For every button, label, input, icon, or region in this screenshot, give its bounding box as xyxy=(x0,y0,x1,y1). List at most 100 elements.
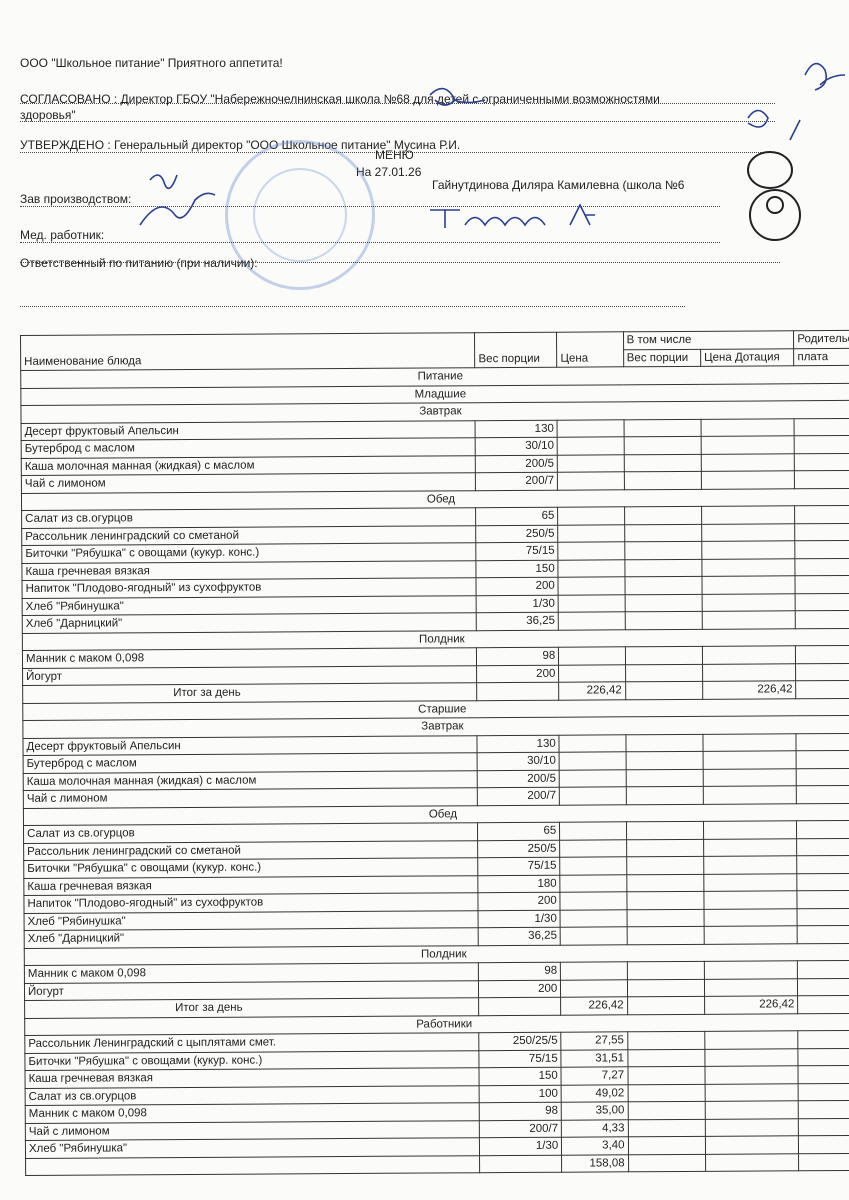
responsible-label: Ответственный по питанию (при наличии): xyxy=(20,256,258,270)
parent-fee xyxy=(798,1117,849,1136)
portion-weight: 200/7 xyxy=(479,1119,562,1138)
inc-weight xyxy=(624,541,702,560)
approved-line: УТВЕРЖДЕНО : Генеральный директор "ООО Ш… xyxy=(20,138,461,152)
header-including: В том числе xyxy=(623,330,794,350)
inc-weight xyxy=(628,1136,706,1155)
price xyxy=(557,436,624,455)
portion-weight: 75/15 xyxy=(479,1049,562,1068)
production-label: Зав производством: xyxy=(20,192,132,206)
parent-fee xyxy=(796,820,849,839)
parent-fee xyxy=(797,855,849,874)
header-inc-price: Цена Дотация xyxy=(700,348,795,367)
subsidy-price xyxy=(703,908,798,927)
total-row: 158,08 xyxy=(25,1152,849,1176)
price xyxy=(560,909,627,928)
parent-fee xyxy=(796,750,849,769)
signature-medic xyxy=(430,203,595,228)
subsidy-price xyxy=(703,890,798,909)
parent-fee xyxy=(797,890,849,909)
portion-weight: 1/30 xyxy=(476,594,559,613)
header-parent: Родительс xyxy=(793,330,849,349)
price: 27,55 xyxy=(561,1031,628,1050)
parent-fee xyxy=(795,645,849,664)
portion-weight xyxy=(476,682,560,701)
price: 4,33 xyxy=(561,1119,629,1138)
parent-fee xyxy=(797,907,849,926)
header-inc-weight: Вес порции xyxy=(623,348,701,367)
price xyxy=(557,419,624,438)
portion-weight: 75/15 xyxy=(478,857,561,876)
parent-fee xyxy=(795,592,849,611)
subsidy-price xyxy=(701,453,795,472)
parent-fee xyxy=(797,960,849,979)
price xyxy=(558,576,625,595)
menu-title: МЕНЮ xyxy=(375,148,414,162)
price xyxy=(557,524,625,543)
inc-weight xyxy=(627,996,705,1015)
subsidy-price: 226,42 xyxy=(704,995,798,1014)
price xyxy=(558,559,625,578)
subsidy-price xyxy=(701,470,795,489)
subsidy-price xyxy=(701,540,796,559)
dish-name xyxy=(25,1155,480,1176)
price: 226,42 xyxy=(558,681,626,700)
portion-weight: 1/30 xyxy=(479,1137,562,1156)
subsidy-price xyxy=(703,820,797,839)
inc-weight xyxy=(626,821,704,840)
portion-weight: 30/10 xyxy=(475,437,558,456)
subsidy-price xyxy=(703,873,798,892)
parent-fee xyxy=(797,977,849,996)
parent-fee xyxy=(794,452,849,471)
production-name: Гайнутдинова Диляра Камилевна (школа №6 xyxy=(432,178,685,192)
inc-weight xyxy=(624,523,702,542)
subsidy-price xyxy=(702,750,797,769)
inc-weight xyxy=(625,733,703,752)
inc-weight xyxy=(627,1031,705,1050)
company-line: ООО "Школьное питание" Приятного аппетит… xyxy=(20,56,283,70)
price xyxy=(558,611,625,630)
inc-weight xyxy=(625,786,704,805)
subsidy-price xyxy=(703,785,797,804)
parent-fee xyxy=(794,417,849,436)
portion-weight: 98 xyxy=(479,1102,562,1121)
menu-table: Наименование блюда Вес порции Цена В том… xyxy=(20,330,849,1176)
subsidy-price xyxy=(703,838,798,857)
parent-fee xyxy=(798,1135,849,1154)
subsidy-price xyxy=(703,768,797,787)
price xyxy=(558,664,626,683)
price xyxy=(559,751,626,770)
signature-right xyxy=(747,62,846,141)
parent-fee xyxy=(798,1100,849,1119)
inc-weight xyxy=(623,418,702,437)
divider xyxy=(20,152,775,153)
price xyxy=(560,979,628,998)
agreed-line: СОГЛАСОВАНО : Директор ГБОУ "Набережноче… xyxy=(20,92,660,106)
subsidy-price xyxy=(705,1153,799,1172)
portion-weight: 200 xyxy=(478,979,561,998)
signature-production xyxy=(139,174,216,226)
portion-weight: 200/5 xyxy=(477,769,560,788)
divider xyxy=(20,103,775,104)
inc-weight xyxy=(624,611,703,630)
parent-fee xyxy=(798,1065,849,1084)
price: 158,08 xyxy=(561,1154,629,1173)
divider xyxy=(20,121,775,122)
signatures xyxy=(139,62,846,241)
price xyxy=(558,541,625,560)
parent-fee xyxy=(795,540,849,559)
price xyxy=(557,454,624,473)
menu-date: На 27.01.26 xyxy=(356,165,422,179)
portion-weight: 98 xyxy=(476,647,559,666)
signature-agreed xyxy=(429,87,486,106)
price: 226,42 xyxy=(560,996,628,1015)
inc-weight xyxy=(625,751,704,770)
price xyxy=(557,471,625,490)
inc-weight xyxy=(623,471,702,490)
parent-fee xyxy=(797,995,849,1014)
divider xyxy=(20,306,685,307)
price: 31,51 xyxy=(561,1049,628,1068)
inc-weight xyxy=(625,681,703,700)
portion-weight: 36,25 xyxy=(478,927,561,946)
inc-weight xyxy=(627,1083,706,1102)
